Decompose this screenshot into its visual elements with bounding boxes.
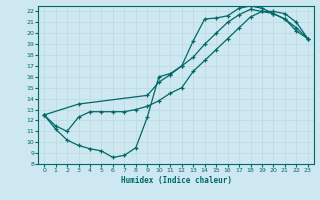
X-axis label: Humidex (Indice chaleur): Humidex (Indice chaleur) (121, 176, 231, 185)
